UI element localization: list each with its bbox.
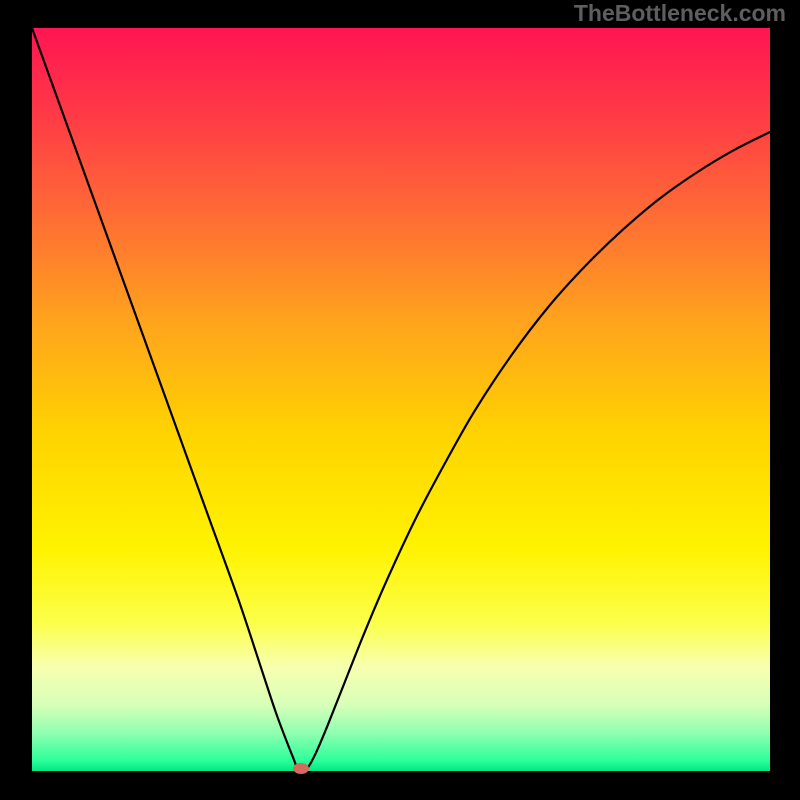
plot-area	[32, 28, 770, 771]
chart-frame: TheBottleneck.com	[0, 0, 800, 800]
min-point-marker	[293, 763, 309, 774]
watermark-text: TheBottleneck.com	[574, 0, 786, 27]
